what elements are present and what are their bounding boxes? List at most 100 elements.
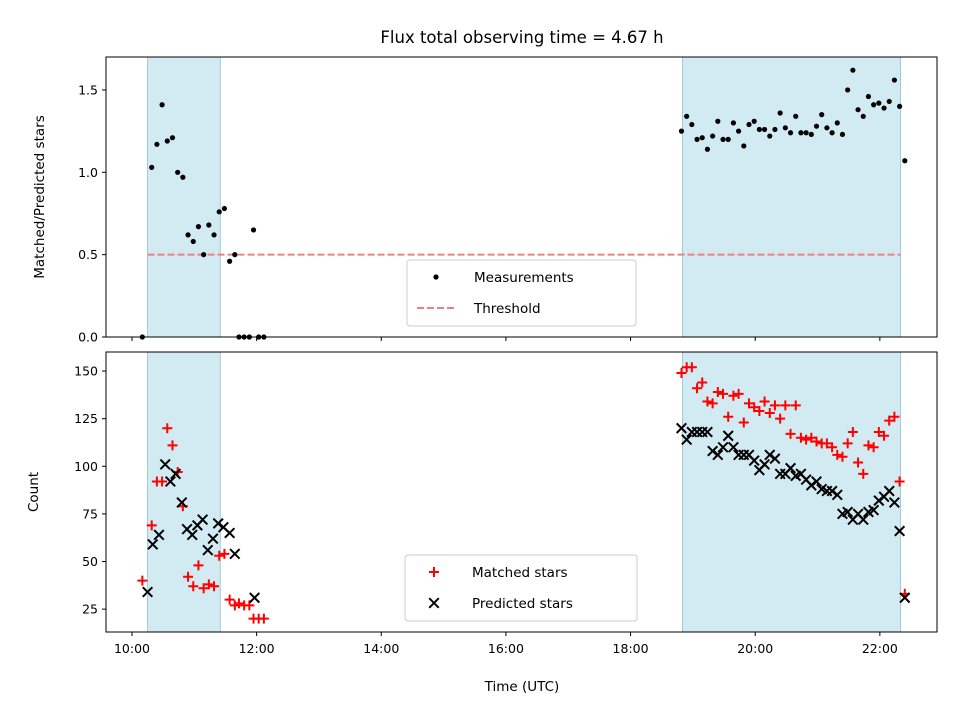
matched-star-point bbox=[193, 560, 204, 571]
measurement-point bbox=[704, 146, 711, 152]
measurement-point bbox=[232, 252, 238, 258]
matched-star-point bbox=[811, 436, 822, 447]
top-panel: 0.0 0.5 1.0 1.5 Matched/Predicted stars Measu… bbox=[32, 56, 938, 345]
predicted-star-point bbox=[153, 529, 165, 541]
matched-star-point bbox=[837, 451, 848, 462]
matched-star-point bbox=[219, 548, 230, 559]
matched-star-point bbox=[806, 432, 817, 443]
predicted-star-point bbox=[249, 592, 261, 604]
measurement-point bbox=[689, 121, 695, 128]
legend-label: Matched stars bbox=[472, 565, 568, 581]
legend: Matched stars Predicted stars bbox=[404, 554, 638, 622]
measurement-point bbox=[227, 258, 233, 264]
predicted-star-point bbox=[842, 506, 854, 518]
measurement-point bbox=[216, 209, 222, 215]
y-tick-label: 50 bbox=[82, 554, 98, 569]
matched-star-point bbox=[769, 400, 780, 411]
matched-star-point bbox=[780, 400, 791, 411]
measurement-point bbox=[154, 141, 160, 147]
predicted-star-point bbox=[759, 458, 771, 470]
axes-frame bbox=[105, 351, 938, 633]
y-tick-label: 1.5 bbox=[78, 82, 98, 97]
y-tick-label: 1.0 bbox=[78, 165, 98, 180]
measurement-point bbox=[175, 169, 181, 175]
measurement-point bbox=[741, 143, 747, 149]
measurement-point bbox=[839, 131, 846, 138]
matched-star-point bbox=[697, 377, 708, 388]
predicted-star-point bbox=[785, 462, 797, 474]
predicted-star-point bbox=[894, 525, 906, 537]
legend-matched-swatch bbox=[429, 567, 439, 577]
bottom-panel: 25 50 75 100 125 150 10:00 12:00 14:00 16:00 18:00… bbox=[26, 351, 938, 656]
predicted-star-point bbox=[147, 538, 159, 550]
matched-star-point bbox=[209, 581, 220, 592]
matched-star-point bbox=[795, 432, 806, 443]
legend-box bbox=[404, 554, 638, 622]
measurement-point bbox=[710, 133, 716, 139]
measurement-point bbox=[886, 98, 892, 105]
matched-star-point bbox=[821, 438, 832, 449]
measurement-point bbox=[871, 102, 877, 108]
measurement-point bbox=[834, 120, 840, 126]
measurement-point bbox=[819, 112, 825, 118]
y-tick-label: 0.0 bbox=[78, 330, 98, 345]
predicted-star-point bbox=[769, 453, 781, 465]
shaded-interval bbox=[682, 351, 902, 633]
legend-label: Threshold bbox=[473, 301, 541, 317]
measurement-point bbox=[881, 105, 887, 111]
matched-star-point bbox=[889, 411, 900, 422]
matched-star-point bbox=[162, 423, 173, 434]
measurement-point bbox=[221, 205, 228, 212]
chart-title: Flux total observing time = 4.67 h bbox=[380, 28, 663, 47]
measurement-point bbox=[782, 125, 788, 131]
predicted-star-point bbox=[170, 468, 182, 480]
measurement-point bbox=[865, 93, 872, 100]
y-axis-label: Matched/Predicted stars bbox=[32, 115, 48, 278]
measurement-point bbox=[891, 77, 898, 83]
matched-star-point bbox=[754, 406, 765, 417]
measurement-point bbox=[169, 135, 176, 141]
measurement-point bbox=[798, 130, 804, 136]
y-tick-label: 125 bbox=[74, 411, 98, 426]
y-tick-label: 25 bbox=[82, 602, 98, 617]
matched-star-point bbox=[728, 390, 739, 401]
predicted-star-point bbox=[159, 458, 171, 470]
predicted-star-point bbox=[868, 504, 880, 516]
axes-frame bbox=[105, 56, 938, 338]
matched-star-point bbox=[712, 387, 723, 397]
matched-star-point bbox=[183, 571, 194, 582]
matched-star-point bbox=[863, 440, 874, 451]
measurement-point bbox=[201, 252, 207, 258]
predicted-star-point bbox=[727, 441, 739, 453]
shaded-interval bbox=[682, 56, 902, 338]
measurement-point bbox=[206, 222, 212, 228]
predicted-star-point bbox=[831, 489, 843, 501]
matched-star-point bbox=[233, 598, 244, 609]
matched-star-point bbox=[832, 449, 843, 460]
shaded-interval bbox=[147, 56, 221, 338]
matched-star-point bbox=[785, 428, 796, 439]
measurement-point bbox=[678, 128, 685, 134]
matched-star-point bbox=[214, 550, 225, 561]
matched-star-point bbox=[157, 476, 168, 487]
x-tick-label: 20:00 bbox=[737, 641, 773, 656]
matched-star-point bbox=[775, 413, 786, 424]
measurement-point bbox=[185, 232, 191, 238]
predicted-star-point bbox=[883, 485, 895, 497]
y-tick-label: 0.5 bbox=[78, 247, 98, 262]
y-tick-label: 100 bbox=[74, 459, 98, 474]
matched-star-point bbox=[733, 388, 744, 399]
x-tick-label: 10:00 bbox=[114, 641, 150, 656]
measurement-point bbox=[720, 136, 726, 142]
measurement-point bbox=[829, 130, 835, 136]
matched-star-point bbox=[146, 520, 157, 531]
matched-star-point bbox=[749, 402, 760, 413]
measurement-point bbox=[756, 126, 762, 133]
matched-star-point bbox=[686, 362, 697, 373]
matched-star-point bbox=[884, 415, 895, 426]
measurement-point bbox=[813, 123, 820, 129]
measurement-point bbox=[751, 118, 757, 124]
measurement-point bbox=[777, 110, 783, 116]
predicted-star-point bbox=[722, 430, 734, 442]
